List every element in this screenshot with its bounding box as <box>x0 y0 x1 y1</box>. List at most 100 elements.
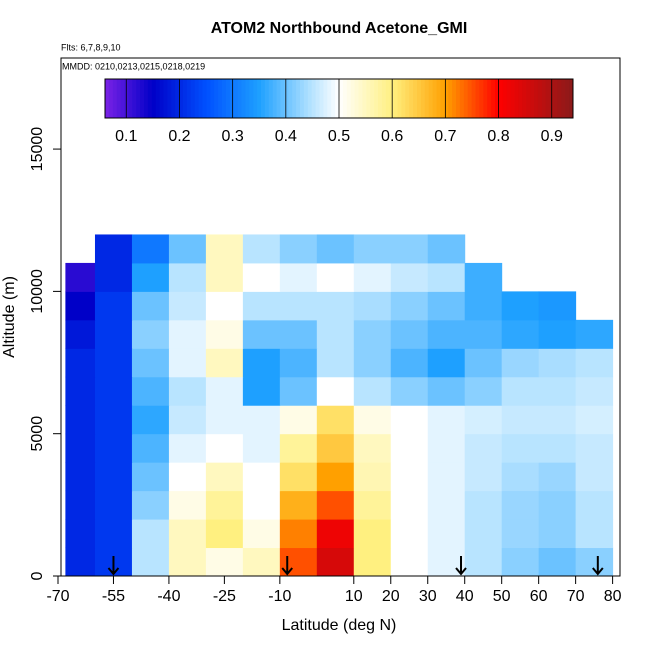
colorbar-step <box>424 79 430 118</box>
cell <box>464 433 503 463</box>
colorbar-step <box>253 79 258 118</box>
cell <box>131 234 170 264</box>
colorbar-step <box>420 79 426 118</box>
colorbar-step <box>183 79 188 118</box>
cell <box>94 519 133 549</box>
cell <box>316 234 355 264</box>
colorbar-step <box>565 79 570 118</box>
colorbar-step <box>413 79 418 118</box>
colorbar-step <box>163 79 168 118</box>
cell <box>205 376 244 406</box>
x-tick-label: -55 <box>102 588 125 605</box>
cell <box>94 433 133 463</box>
colorbar-step <box>300 79 305 118</box>
marker-arrow <box>107 556 120 576</box>
cell <box>427 405 466 435</box>
subtitle: Flts: 6,7,8,9,10 <box>61 42 121 52</box>
plot-frame <box>60 57 621 577</box>
x-tick-label: -70 <box>46 588 69 605</box>
cell <box>242 433 281 463</box>
colorbar-step <box>331 79 336 118</box>
colorbar-step <box>132 79 137 118</box>
colorbar-step <box>510 79 515 118</box>
colorbar-step <box>171 79 176 118</box>
colorbar-step <box>545 79 551 118</box>
cell <box>205 433 244 463</box>
cell <box>131 376 170 406</box>
colorbar-step <box>397 79 402 118</box>
cell <box>353 291 392 321</box>
x-axis-label: Latitude (deg N) <box>282 617 397 634</box>
cell <box>205 319 244 349</box>
cell <box>94 319 133 349</box>
colorbar-tick-label: 0.2 <box>168 128 190 145</box>
cell <box>464 519 503 549</box>
colorbar-step <box>307 79 313 118</box>
colorbar-step <box>483 79 488 118</box>
colorbar-step <box>296 79 301 118</box>
colorbar-step <box>140 79 145 118</box>
cell <box>65 319 96 349</box>
colorbar-step <box>514 79 519 118</box>
cell <box>242 490 281 520</box>
colorbar-step <box>354 79 359 118</box>
colorbar-step <box>522 79 527 118</box>
colorbar-step <box>264 79 270 118</box>
cell <box>501 462 540 492</box>
cell <box>131 319 170 349</box>
cell <box>65 291 96 321</box>
x-tick-label: 60 <box>530 588 548 605</box>
cell <box>464 319 503 349</box>
cell <box>464 376 503 406</box>
colorbar-step <box>409 79 414 118</box>
cell <box>279 462 318 492</box>
cell <box>131 291 170 321</box>
cell <box>65 348 96 378</box>
colorbar-step <box>339 79 344 118</box>
colorbar-step <box>467 79 473 118</box>
cell <box>94 348 133 378</box>
colorbar-step <box>557 79 562 118</box>
cell <box>279 319 318 349</box>
cell <box>501 519 540 549</box>
colorbar-step <box>506 79 512 118</box>
colorbar-step <box>241 79 246 118</box>
colorbar-step <box>155 79 161 118</box>
cell <box>65 490 96 520</box>
cell <box>538 405 577 435</box>
colorbar-step <box>498 79 504 118</box>
colorbar-step <box>237 79 242 118</box>
colorbar-step <box>116 79 122 118</box>
colorbar-step <box>561 79 566 118</box>
cell <box>242 547 281 577</box>
cell <box>205 547 244 577</box>
colorbar-step <box>534 79 539 118</box>
colorbar-step <box>218 79 223 118</box>
y-tick-label: 0 <box>29 571 46 580</box>
cell <box>168 490 207 520</box>
cell <box>427 376 466 406</box>
cell <box>427 348 466 378</box>
colorbar-step <box>350 79 356 118</box>
x-tick-label: 20 <box>382 588 400 605</box>
cell <box>575 405 614 435</box>
heatmap <box>65 234 614 577</box>
x-tick-label: 80 <box>604 588 622 605</box>
cell <box>538 291 577 321</box>
colorbar-step <box>479 79 484 118</box>
colorbar-step <box>136 79 141 118</box>
colorbar-step <box>405 79 410 118</box>
x-tick-label: -10 <box>268 588 291 605</box>
cell <box>464 348 503 378</box>
cell <box>131 519 170 549</box>
colorbar-step <box>268 79 274 118</box>
cell <box>575 547 614 577</box>
cell <box>390 262 429 292</box>
colorbar-step <box>518 79 523 118</box>
cell <box>279 234 318 264</box>
colorbar-step <box>452 79 457 118</box>
cell <box>279 433 318 463</box>
cell <box>205 348 244 378</box>
cell <box>168 405 207 435</box>
